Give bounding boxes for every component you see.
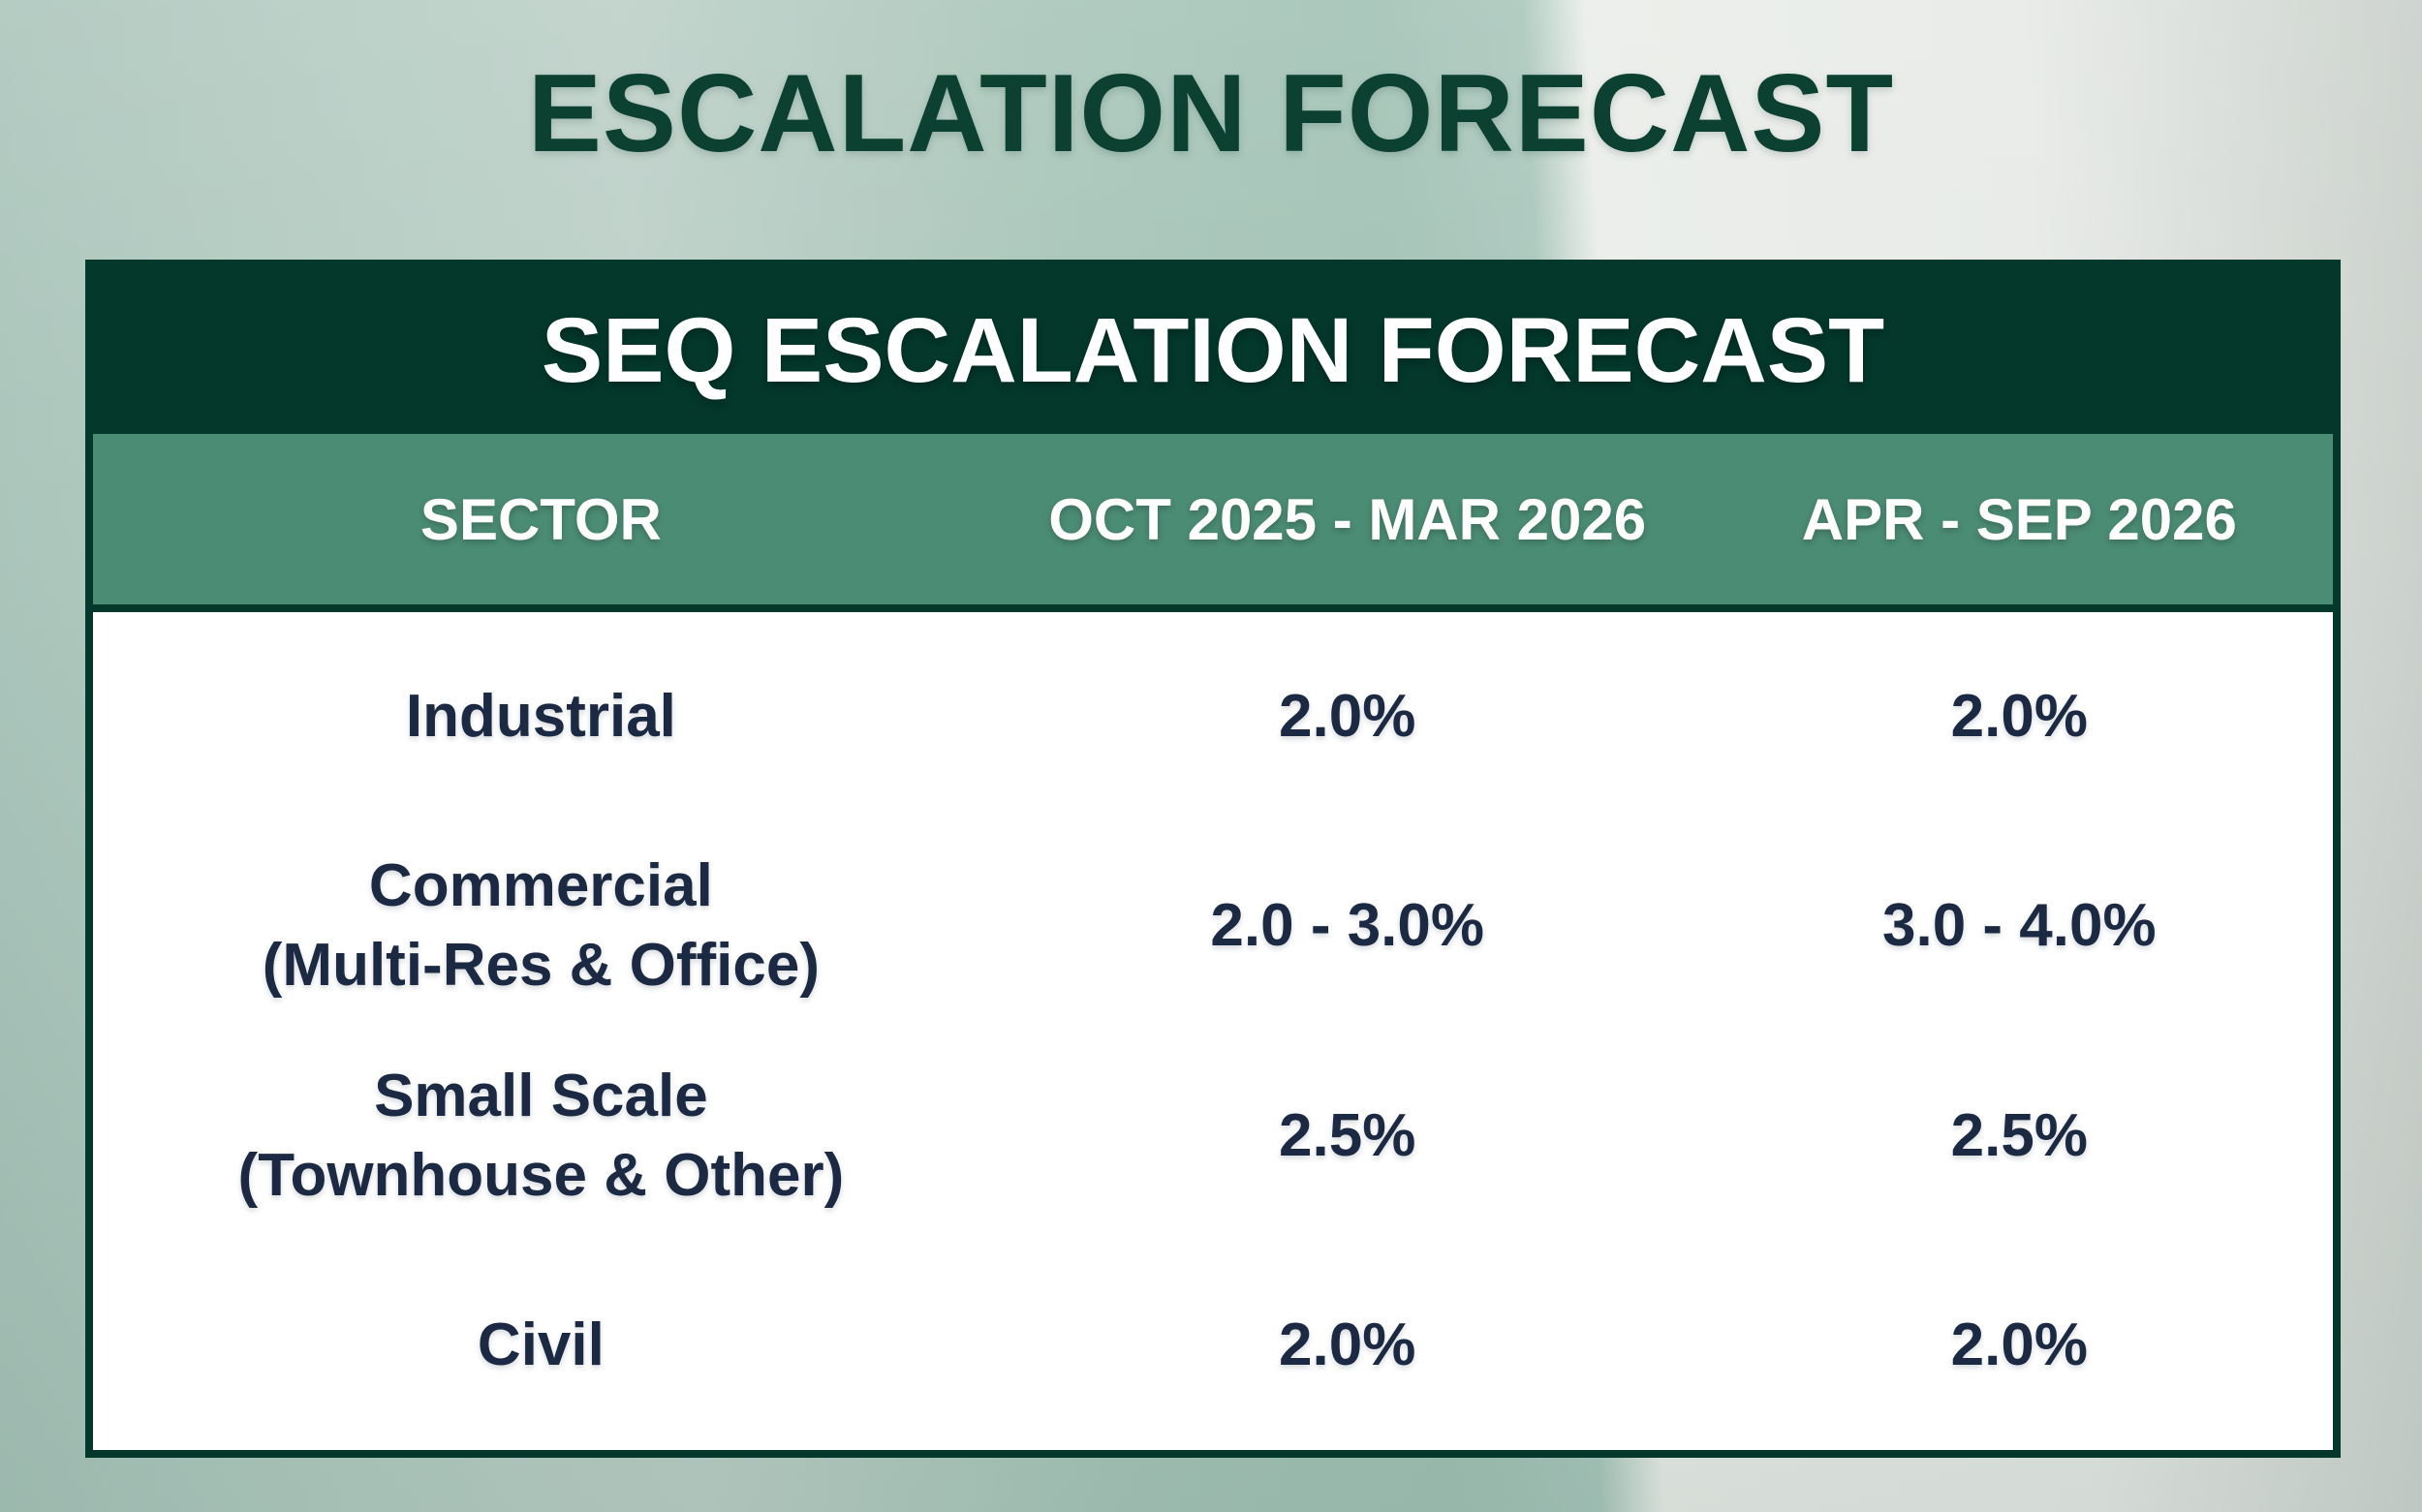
page-title: ESCALATION FORECAST: [527, 52, 1895, 175]
sector-cell: Industrial: [93, 677, 989, 756]
table-body: Industrial 2.0% 2.0% Commercial (Multi-R…: [93, 612, 2333, 1450]
table-title: SEQ ESCALATION FORECAST: [93, 267, 2333, 434]
column-header-period-2: APR - SEP 2026: [1801, 486, 2237, 552]
value-cell-period-2: 2.0%: [1950, 1311, 2088, 1378]
sector-line: Commercial: [368, 852, 713, 920]
table-row: Industrial 2.0% 2.0%: [93, 612, 2333, 821]
value-cell-period-1: 2.5%: [1279, 1101, 1416, 1169]
sector-line: Civil: [477, 1311, 605, 1378]
sector-cell: Commercial (Multi-Res & Office): [93, 847, 989, 1005]
sector-cell: Small Scale (Townhouse & Other): [93, 1057, 989, 1216]
sector-line: Small Scale: [374, 1062, 708, 1129]
value-cell-period-1: 2.0%: [1279, 683, 1416, 751]
value-cell-period-2: 2.5%: [1950, 1101, 2088, 1169]
sector-line: (Townhouse & Other): [237, 1141, 845, 1209]
column-header-period-1: OCT 2025 - MAR 2026: [1048, 486, 1647, 552]
table-column-headers: SECTOR OCT 2025 - MAR 2026 APR - SEP 202…: [93, 434, 2333, 612]
table-row: Small Scale (Townhouse & Other) 2.5% 2.5…: [93, 1032, 2333, 1241]
value-cell-period-1: 2.0 - 3.0%: [1210, 892, 1485, 960]
value-cell-period-2: 3.0 - 4.0%: [1882, 892, 2157, 960]
sector-cell: Civil: [93, 1306, 989, 1385]
forecast-table: SEQ ESCALATION FORECAST SECTOR OCT 2025 …: [85, 260, 2341, 1458]
sector-line: (Multi-Res & Office): [262, 932, 821, 1000]
value-cell-period-1: 2.0%: [1279, 1311, 1416, 1378]
column-header-sector: SECTOR: [419, 486, 662, 552]
value-cell-period-2: 2.0%: [1950, 683, 2088, 751]
table-row: Commercial (Multi-Res & Office) 2.0 - 3.…: [93, 821, 2333, 1031]
table-row: Civil 2.0% 2.0%: [93, 1241, 2333, 1450]
sector-line: Industrial: [405, 683, 676, 751]
